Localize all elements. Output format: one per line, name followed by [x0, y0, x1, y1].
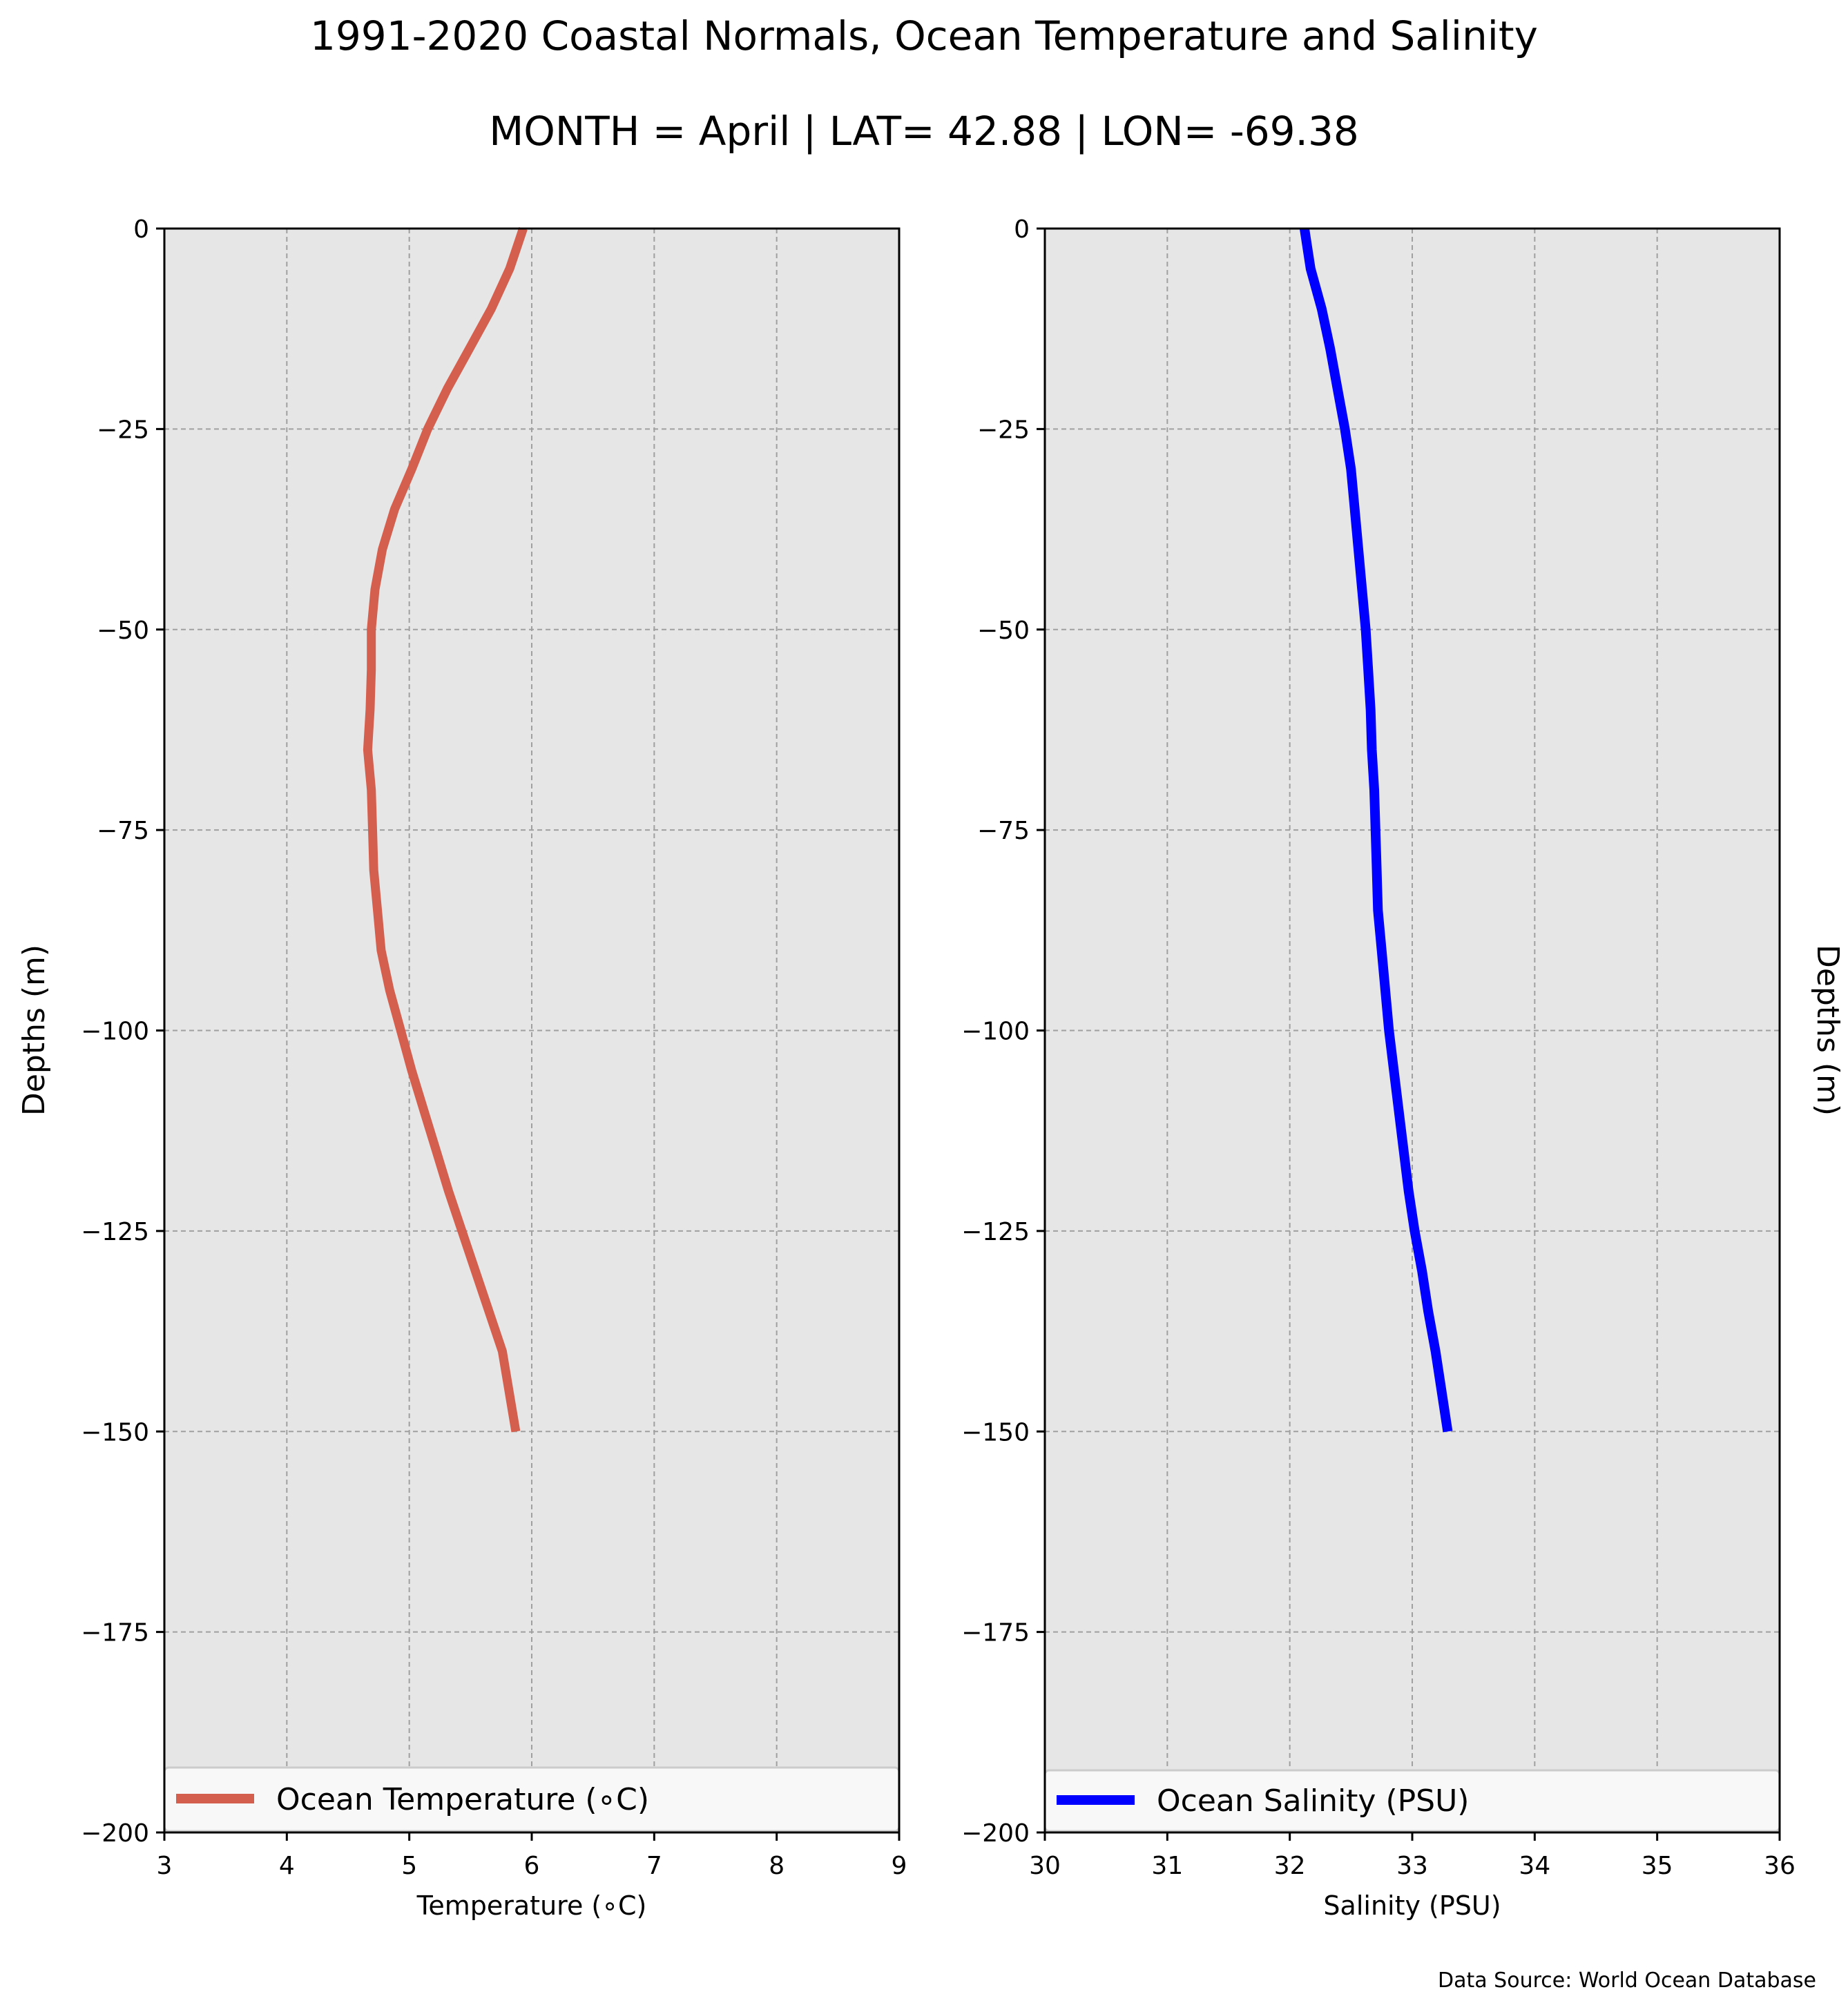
temperature-x-tick-label: 7: [646, 1852, 662, 1880]
salinity-x-tick-label: 36: [1764, 1852, 1796, 1880]
figure-subtitle: MONTH = April | LAT= 42.88 | LON= -69.38: [489, 108, 1359, 155]
salinity-y-ticks: 0 −25 −50 −75 −100 −125 −150 −175 −200: [961, 215, 1045, 1848]
temperature-y-axis-label: Depths (m): [17, 945, 52, 1116]
salinity-series-line: [1299, 227, 1453, 1433]
salinity-x-ticks: 30 31 32 33 34 35 36: [1029, 1832, 1796, 1880]
salinity-legend-label: Ocean Salinity (PSU): [1157, 1783, 1469, 1819]
figure-title: 1991-2020 Coastal Normals, Ocean Tempera…: [310, 12, 1538, 59]
salinity-y-tick-label: −100: [961, 1018, 1030, 1046]
temperature-y-tick-label: −100: [81, 1018, 149, 1046]
temperature-series-line: [363, 226, 528, 1433]
temperature-panel: Ocean Temperature (∘C) 3 4 5 6 7 8 9 0 −25 −50 −7…: [17, 215, 907, 1921]
salinity-y-tick-label: −125: [961, 1218, 1030, 1246]
temperature-gridlines: [164, 229, 899, 1832]
salinity-x-tick-label: 34: [1519, 1852, 1550, 1880]
temperature-y-tick-label: −150: [81, 1418, 149, 1446]
salinity-legend: Ocean Salinity (PSU): [1043, 1769, 1781, 1832]
salinity-x-tick-label: 35: [1642, 1852, 1673, 1880]
salinity-panel: Ocean Salinity (PSU) 30 31 32 33 34 35 36 0 −25…: [961, 215, 1845, 1921]
temperature-x-tick-label: 6: [524, 1852, 540, 1880]
salinity-y-tick-label: 0: [1014, 215, 1030, 244]
salinity-y-axis-label: Depths (m): [1810, 945, 1845, 1116]
salinity-series: [1299, 227, 1453, 1433]
temperature-x-tick-label: 3: [157, 1852, 173, 1880]
temperature-x-tick-label: 8: [769, 1852, 785, 1880]
salinity-y-tick-label: −175: [961, 1619, 1030, 1647]
data-source-note: Data Source: World Ocean Database: [1438, 1968, 1816, 1993]
salinity-x-tick-label: 33: [1396, 1852, 1428, 1880]
temperature-y-tick-label: −50: [97, 617, 149, 645]
temperature-y-tick-label: −25: [97, 416, 149, 444]
temperature-y-tick-label: −200: [81, 1819, 149, 1848]
temperature-series: [363, 226, 528, 1433]
salinity-x-tick-label: 30: [1029, 1852, 1061, 1880]
temperature-y-tick-label: −125: [81, 1218, 149, 1246]
temperature-x-ticks: 3 4 5 6 7 8 9: [157, 1832, 907, 1880]
temperature-legend: Ocean Temperature (∘C): [163, 1766, 901, 1832]
temperature-y-tick-label: −75: [97, 817, 149, 845]
temperature-y-ticks: 0 −25 −50 −75 −100 −125 −150 −175 −200: [81, 215, 164, 1848]
salinity-x-axis-label: Salinity (PSU): [1323, 1890, 1501, 1921]
temperature-x-tick-label: 4: [279, 1852, 295, 1880]
temperature-y-tick-label: 0: [133, 215, 149, 244]
temperature-x-axis-label: Temperature (∘C): [416, 1890, 647, 1921]
salinity-y-tick-label: −150: [961, 1418, 1030, 1446]
temperature-y-tick-label: −175: [81, 1619, 149, 1647]
salinity-x-tick-label: 32: [1274, 1852, 1306, 1880]
temperature-legend-label: Ocean Temperature (∘C): [276, 1782, 649, 1817]
salinity-y-tick-label: −200: [961, 1819, 1030, 1848]
temperature-x-tick-label: 9: [892, 1852, 907, 1880]
salinity-y-tick-label: −75: [977, 817, 1030, 845]
temperature-x-tick-label: 5: [401, 1852, 417, 1880]
salinity-y-tick-label: −50: [977, 617, 1030, 645]
salinity-y-tick-label: −25: [977, 416, 1030, 444]
salinity-x-tick-label: 31: [1151, 1852, 1183, 1880]
